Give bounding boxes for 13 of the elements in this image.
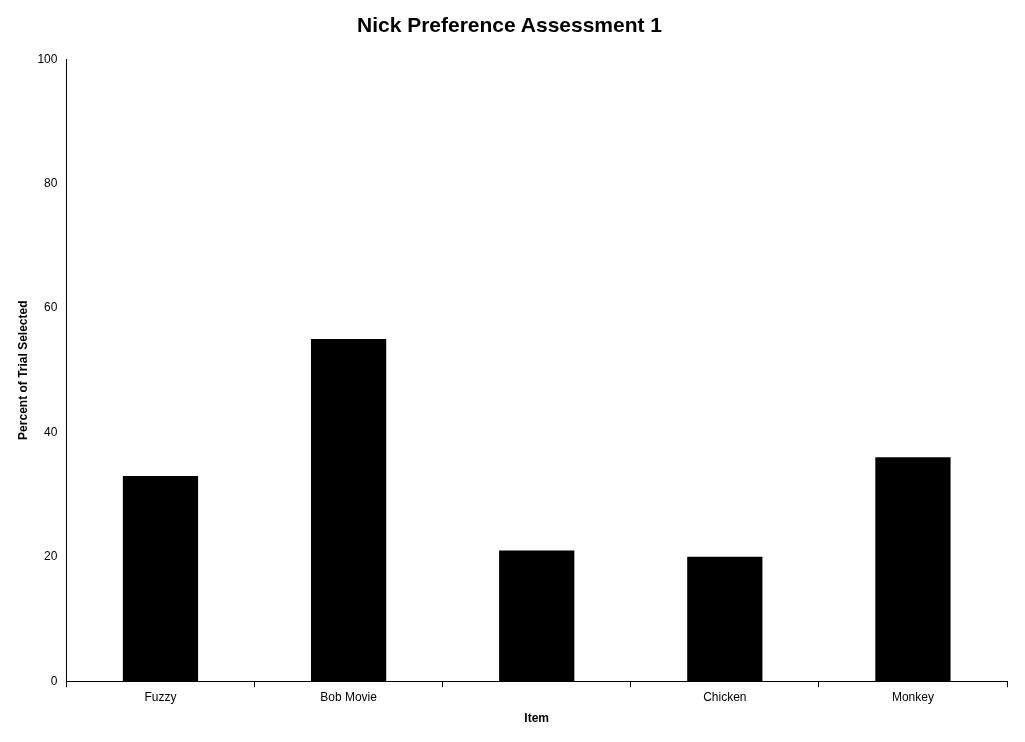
chart-title: Nick Preference Assessment 1 — [356, 13, 663, 37]
x-tick-label: Fuzzy — [144, 689, 177, 704]
x-axis-title: Item — [524, 711, 550, 726]
y-tick-label: 60 — [44, 300, 58, 315]
y-tick-label: 80 — [44, 175, 58, 190]
y-tick-label: 0 — [50, 673, 58, 688]
y-axis-title: Percent of Trial Selected — [15, 300, 30, 440]
y-tick-label: 20 — [44, 549, 58, 564]
x-tick-label: Chicken — [703, 689, 747, 704]
y-tick-label: 100 — [37, 51, 58, 66]
y-tick-label: 40 — [44, 424, 58, 439]
x-tick-label: Bob Movie — [320, 689, 378, 704]
x-tick-label: Monkey — [891, 689, 934, 704]
